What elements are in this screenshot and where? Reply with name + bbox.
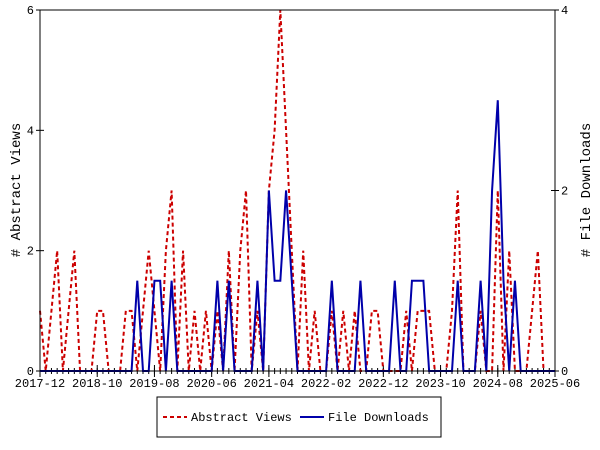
plot-frame — [39, 9, 556, 372]
y2-tick-label: 2 — [561, 185, 568, 199]
x-tick-label: 2019-08 — [129, 377, 179, 391]
y2-axis-title: # File Downloads — [579, 123, 595, 257]
x-tick-label: 2023-10 — [415, 377, 465, 391]
legend-label: File Downloads — [328, 411, 429, 425]
x-tick-label: 2025-06 — [530, 377, 580, 391]
x-tick-label: 2022-02 — [301, 377, 351, 391]
x-tick-label: 2020-06 — [186, 377, 236, 391]
x-tick-label: 2021-04 — [244, 377, 294, 391]
legend-label: Abstract Views — [191, 411, 292, 425]
y-tick-label: 6 — [27, 4, 34, 18]
x-tick-label: 2017-12 — [15, 377, 65, 391]
y-tick-label: 0 — [27, 365, 34, 379]
x-tick-label: 2022-12 — [358, 377, 408, 391]
series-line — [40, 100, 555, 372]
y-tick-label: 2 — [27, 245, 34, 259]
y2-tick-label: 4 — [561, 4, 568, 18]
y-axis-title: # Abstract Views — [9, 123, 25, 257]
legend-box — [156, 396, 442, 438]
x-tick-label: 2018-10 — [72, 377, 122, 391]
x-tick-label: 2024-08 — [473, 377, 523, 391]
y2-tick-label: 0 — [561, 365, 568, 379]
y-tick-label: 4 — [27, 124, 34, 138]
